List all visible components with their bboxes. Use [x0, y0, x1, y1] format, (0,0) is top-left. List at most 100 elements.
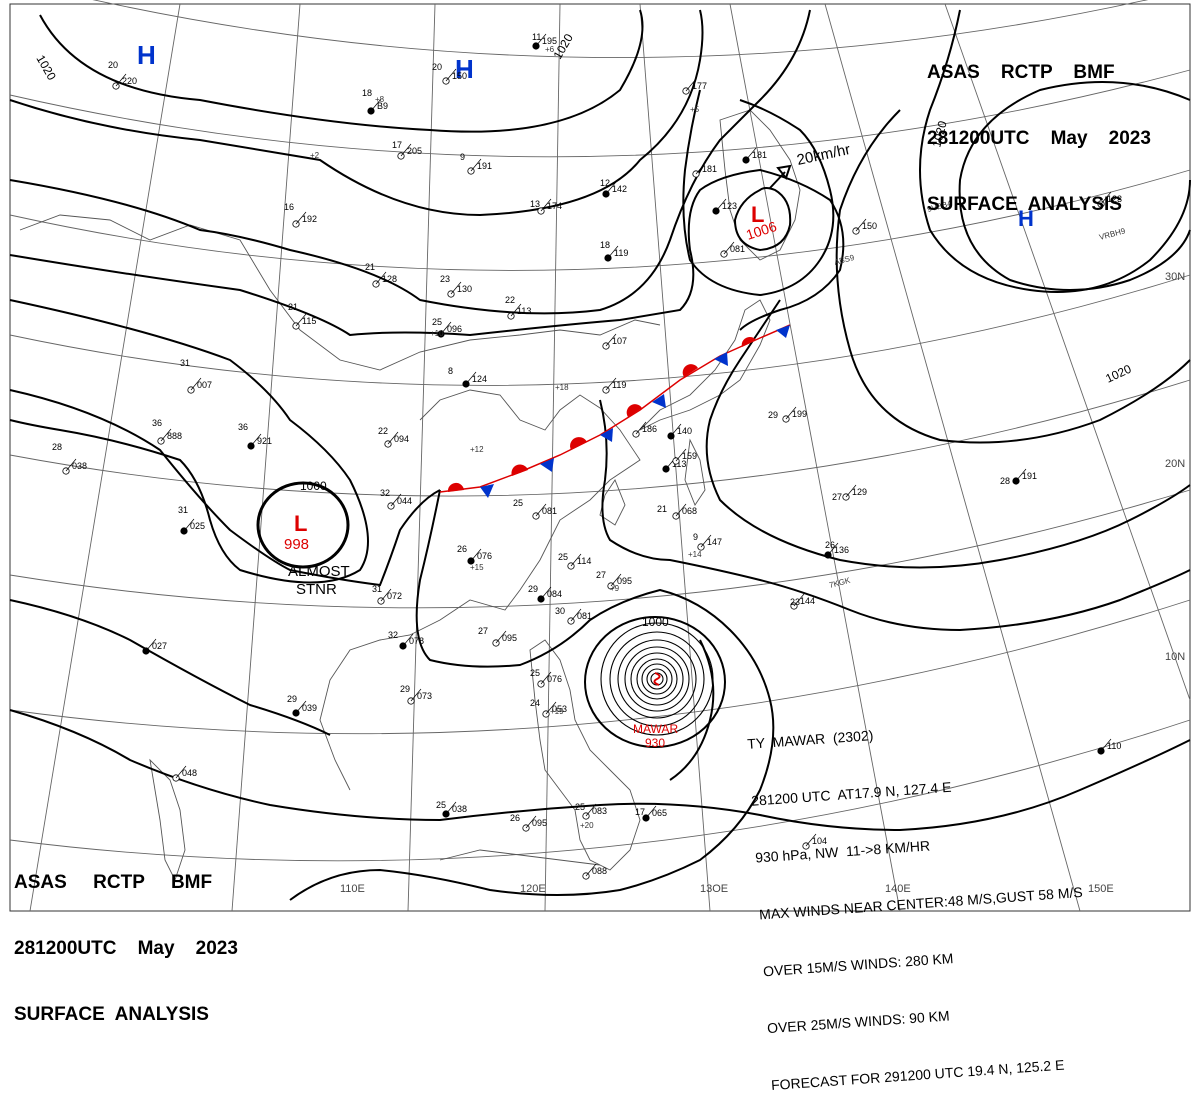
wind-barb: [370, 98, 382, 112]
typhoon-pressure: 930: [645, 736, 665, 750]
wind-barb: [535, 503, 547, 517]
station-mark: +19: [550, 707, 564, 716]
station-temp: 21: [288, 302, 298, 312]
station-temp: 28: [52, 442, 62, 452]
wind-barb: [723, 241, 735, 255]
wind-barb: [855, 218, 867, 232]
wind-barb: [785, 406, 797, 420]
typhoon-info-line: FORECAST FOR 291200 UTC 19.4 N, 125.2 E: [770, 1056, 1065, 1094]
wind-barb: [160, 428, 172, 442]
station-pressure: 142: [612, 184, 627, 194]
station-pressure: 044: [397, 496, 412, 506]
station-pressure: 199: [792, 409, 807, 419]
station-temp: 25: [575, 802, 585, 812]
isobar-label: 1000: [300, 479, 327, 493]
wind-barb: [402, 633, 414, 647]
wind-barb: [250, 433, 262, 447]
wind-barb: [450, 281, 462, 295]
wind-barb: [540, 198, 552, 212]
station-temp: 9: [693, 532, 698, 542]
station-mark: +6: [545, 45, 555, 54]
station-temp: 27: [478, 626, 488, 636]
header-line: 281200UTC May 2023: [14, 938, 238, 959]
isobar-label: 1000: [642, 615, 669, 629]
station-pressure: 192: [302, 214, 317, 224]
high-pressure-marker: H: [1018, 206, 1034, 231]
station-temp: 30: [555, 606, 565, 616]
wind-barb: [510, 303, 522, 317]
station-pressure: 081: [730, 244, 745, 254]
header-line: 281200UTC May 2023: [927, 128, 1151, 149]
typhoon-info-line: TY MAWAR (2302): [746, 727, 874, 752]
station-temp: 12: [600, 178, 610, 188]
station-mark: +14: [688, 550, 702, 559]
station-pressure: 128: [382, 274, 397, 284]
station-pressure: 088: [592, 866, 607, 876]
station-mark: +18: [555, 383, 569, 392]
station-temp: 25: [436, 800, 446, 810]
wind-barb: [670, 423, 682, 437]
station-pressure: 150: [862, 221, 877, 231]
station-temp: 31: [178, 505, 188, 515]
front-warm-mark: [447, 482, 464, 492]
station-temp: 26: [457, 544, 467, 554]
wind-barb: [295, 313, 307, 327]
station-temp: 18: [600, 240, 610, 250]
station-temp: 28: [1000, 476, 1010, 486]
pressure-centers: H H H L 1006 L 998 ALMOST STNR: [137, 40, 1034, 598]
wind-barb: [465, 371, 477, 385]
high-pressure-marker: H: [137, 40, 156, 70]
map-frame: [9, 3, 1191, 912]
station-pressure: 205: [407, 146, 422, 156]
station-pressure: 104: [812, 836, 827, 846]
wind-barb: [570, 608, 582, 622]
station-pressure: 027: [152, 641, 167, 651]
wind-barb: [585, 863, 597, 877]
wind-barb: [295, 211, 307, 225]
station-pressure: 094: [394, 434, 409, 444]
station-temp: 27: [832, 492, 842, 502]
wind-barb: [495, 630, 507, 644]
isobar-label: 1020: [1103, 362, 1133, 386]
station-pressure: 039: [302, 703, 317, 713]
station-temp: 25: [558, 552, 568, 562]
station-pressure: 114: [577, 556, 591, 566]
station-pressure: 119: [612, 380, 626, 390]
isobar-label: 1020: [33, 53, 59, 83]
wind-barb: [1100, 191, 1112, 205]
station-mark: +12: [470, 445, 484, 454]
station-mark: +20: [580, 821, 594, 830]
wind-barb: [605, 377, 617, 391]
station-temp: 13: [530, 199, 540, 209]
typhoon-name: MAWAR: [633, 722, 678, 736]
header-line: SURFACE ANALYSIS: [14, 1004, 209, 1025]
station-temp: 11: [532, 32, 541, 42]
station-pressure: 053: [552, 704, 567, 714]
high-pressure-marker: H: [455, 54, 474, 84]
station-pressure: 038: [72, 461, 87, 471]
wind-barb: [295, 700, 307, 714]
front-cold-mark: [776, 325, 790, 338]
low-note: ALMOST: [288, 563, 350, 580]
header-line: ASAS RCTP BMF: [927, 62, 1115, 83]
low-pressure-value: 998: [284, 536, 309, 553]
station-mark: +2: [310, 151, 320, 160]
station-pressure: B9: [377, 101, 388, 111]
graticule-labels: 110E 120E 13OE 140E 150E 30N 20N 10N: [340, 271, 1185, 895]
station-temp: 23: [790, 597, 800, 607]
wind-barb: [445, 68, 457, 82]
front-warm-mark: [682, 364, 698, 377]
station-temp: 20: [108, 60, 118, 70]
wind-barb: [610, 573, 622, 587]
front-warm-mark: [511, 464, 528, 476]
front-cold-mark: [714, 352, 728, 366]
typhoon-symbol-icon: [653, 672, 661, 686]
station-pressure: 113: [517, 306, 531, 316]
wind-barb: [375, 271, 387, 285]
wind-barb: [675, 503, 687, 517]
station-pressure: 007: [197, 380, 212, 390]
typhoon-info-line: 930 hPa, NW 11->8 KM/HR: [754, 837, 931, 866]
front-warm-mark: [741, 336, 756, 347]
station-temp: 29: [400, 684, 410, 694]
station-temp: 17: [635, 807, 645, 817]
